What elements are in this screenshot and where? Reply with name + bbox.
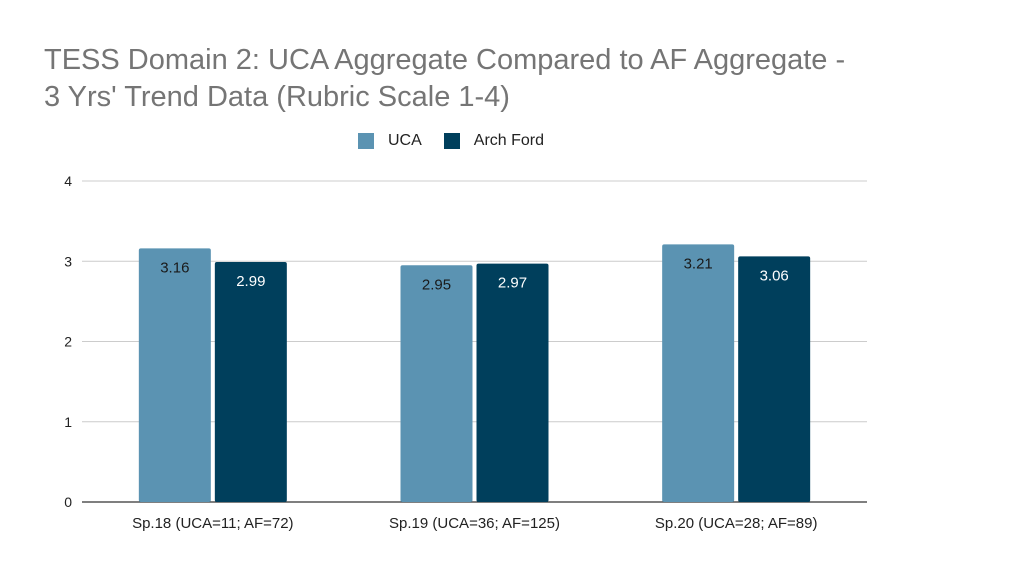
bar (476, 263, 549, 502)
chart-legend: UCA Arch Ford (358, 132, 566, 150)
chart-title-line-2: 3 Yrs' Trend Data (Rubric Scale 1-4) (44, 81, 510, 113)
y-tick-label: 2 (64, 334, 72, 350)
bar (738, 256, 811, 502)
chart-title: TESS Domain 2: UCA Aggregate Compared to… (44, 42, 944, 116)
bar (138, 248, 211, 502)
legend-swatch-uca (358, 133, 374, 149)
data-label: 3.16 (160, 259, 189, 276)
bar (214, 262, 287, 502)
y-tick-label: 4 (64, 173, 72, 189)
legend-label-arch-ford: Arch Ford (473, 132, 545, 149)
bar (662, 244, 735, 502)
x-tick-label: Sp.18 (UCA=11; AF=72) (132, 515, 293, 532)
legend-label-uca: UCA (388, 132, 422, 149)
y-tick-label: 0 (64, 494, 72, 510)
y-tick-label: 3 (64, 253, 72, 269)
data-label: 2.95 (422, 276, 451, 293)
y-tick-label: 1 (64, 414, 72, 430)
x-tick-label: Sp.20 (UCA=28; AF=89) (655, 515, 818, 532)
data-label: 3.21 (684, 255, 713, 272)
legend-swatch-arch-ford (443, 133, 460, 149)
data-label: 3.06 (760, 267, 789, 284)
data-label: 2.99 (236, 273, 265, 290)
legend-item-uca: UCA (358, 132, 422, 150)
x-tick-label: Sp.19 (UCA=36; AF=125) (389, 515, 560, 532)
bar (400, 265, 473, 502)
data-label: 2.97 (498, 275, 527, 292)
chart-title-line-1: TESS Domain 2: UCA Aggregate Compared to… (44, 44, 846, 76)
legend-item-arch-ford: Arch Ford (443, 132, 545, 150)
